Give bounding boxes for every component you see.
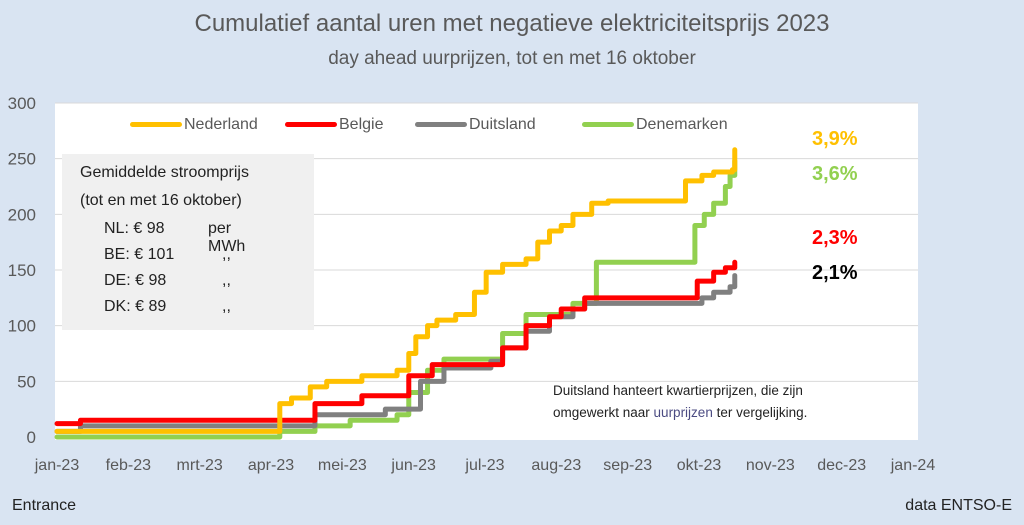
y-tick-label: 0 bbox=[27, 428, 36, 447]
x-tick-label: dec-23 bbox=[817, 457, 866, 474]
note-line-2: omgewerkt naar uurprijzen ter vergelijki… bbox=[553, 402, 807, 424]
x-tick-label: feb-23 bbox=[106, 457, 151, 474]
note-text: omgewerkt naar bbox=[553, 405, 654, 420]
price-unit: ,, bbox=[222, 298, 231, 315]
legend-swatch bbox=[415, 122, 467, 128]
y-tick-label: 200 bbox=[8, 205, 36, 224]
note-text: ter vergelijking. bbox=[712, 405, 808, 420]
legend-label: Duitsland bbox=[469, 116, 536, 133]
y-tick-label: 150 bbox=[8, 261, 36, 280]
series-line-denemarken bbox=[54, 158, 738, 440]
y-tick-label: 300 bbox=[8, 94, 36, 113]
legend-label: Nederland bbox=[184, 116, 258, 133]
note-line-1: Duitsland hanteert kwartierprijzen, die … bbox=[553, 383, 803, 398]
legend-item-nederland: Nederland bbox=[130, 116, 258, 134]
price-row-de: DE: € 98,, bbox=[104, 272, 231, 290]
note-highlight: uurprijzen bbox=[653, 405, 713, 420]
pct-label-belgie: 2,3% bbox=[812, 227, 858, 249]
x-tick-label: okt-23 bbox=[677, 457, 722, 474]
price-row-be: BE: € 101,, bbox=[104, 246, 231, 264]
x-tick-label: jun-23 bbox=[390, 457, 436, 474]
x-tick-label: jan-23 bbox=[34, 457, 80, 474]
pct-label-denemarken: 3,6% bbox=[812, 163, 858, 185]
x-tick-label: mei-23 bbox=[318, 457, 367, 474]
legend-item-duitsland: Duitsland bbox=[415, 116, 536, 134]
price-unit: ,, bbox=[222, 272, 231, 289]
y-tick-label: 50 bbox=[17, 372, 36, 391]
x-tick-label: mrt-23 bbox=[177, 457, 223, 474]
price-row-dk: DK: € 89,, bbox=[104, 298, 231, 316]
x-tick-label: aug-23 bbox=[531, 457, 581, 474]
price-box-heading: Gemiddelde stroomprijs bbox=[80, 164, 249, 181]
legend-item-belgie: Belgie bbox=[285, 116, 383, 134]
price-label: DK: € 89 bbox=[104, 298, 167, 315]
y-tick-label: 250 bbox=[8, 150, 36, 169]
pct-label-nederland: 3,9% bbox=[812, 128, 858, 150]
price-unit: per MWh bbox=[208, 220, 246, 255]
x-tick-label: apr-23 bbox=[248, 457, 294, 474]
x-tick-label: nov-23 bbox=[746, 457, 795, 474]
x-tick-label: jul-23 bbox=[464, 457, 504, 474]
price-row-nl: NL: € 98 per MWh bbox=[104, 220, 245, 255]
footnote-annotation: Duitsland hanteert kwartierprijzen, die … bbox=[553, 380, 807, 424]
series-line-nederland bbox=[54, 147, 738, 434]
x-tick-label: jan-24 bbox=[890, 457, 936, 474]
legend-swatch bbox=[285, 122, 337, 128]
pct-label-duitsland: 2,1% bbox=[812, 262, 858, 284]
price-box-subheading: (tot en met 16 oktober) bbox=[80, 192, 242, 209]
legend-swatch bbox=[582, 122, 634, 128]
price-unit: ,, bbox=[222, 246, 231, 263]
price-info-box: Gemiddelde stroomprijs (tot en met 16 ok… bbox=[62, 154, 314, 330]
chart-subtitle: day ahead uurprijzen, tot en met 16 okto… bbox=[328, 48, 696, 69]
price-label: NL: € 98 bbox=[104, 220, 165, 237]
series-line-belgie bbox=[54, 259, 738, 427]
price-label: BE: € 101 bbox=[104, 246, 175, 263]
chart-title: Cumulatief aantal uren met negatieve ele… bbox=[194, 10, 830, 37]
x-tick-label: sep-23 bbox=[603, 457, 652, 474]
legend-label: Denemarken bbox=[636, 116, 728, 133]
price-label: DE: € 98 bbox=[104, 272, 167, 289]
y-tick-label: 100 bbox=[8, 317, 36, 336]
legend-item-denemarken: Denemarken bbox=[582, 116, 728, 134]
source-right: data ENTSO-E bbox=[905, 497, 1012, 514]
legend-label: Belgie bbox=[339, 116, 384, 133]
source-left: Entrance bbox=[12, 497, 77, 514]
legend-swatch bbox=[130, 122, 182, 128]
